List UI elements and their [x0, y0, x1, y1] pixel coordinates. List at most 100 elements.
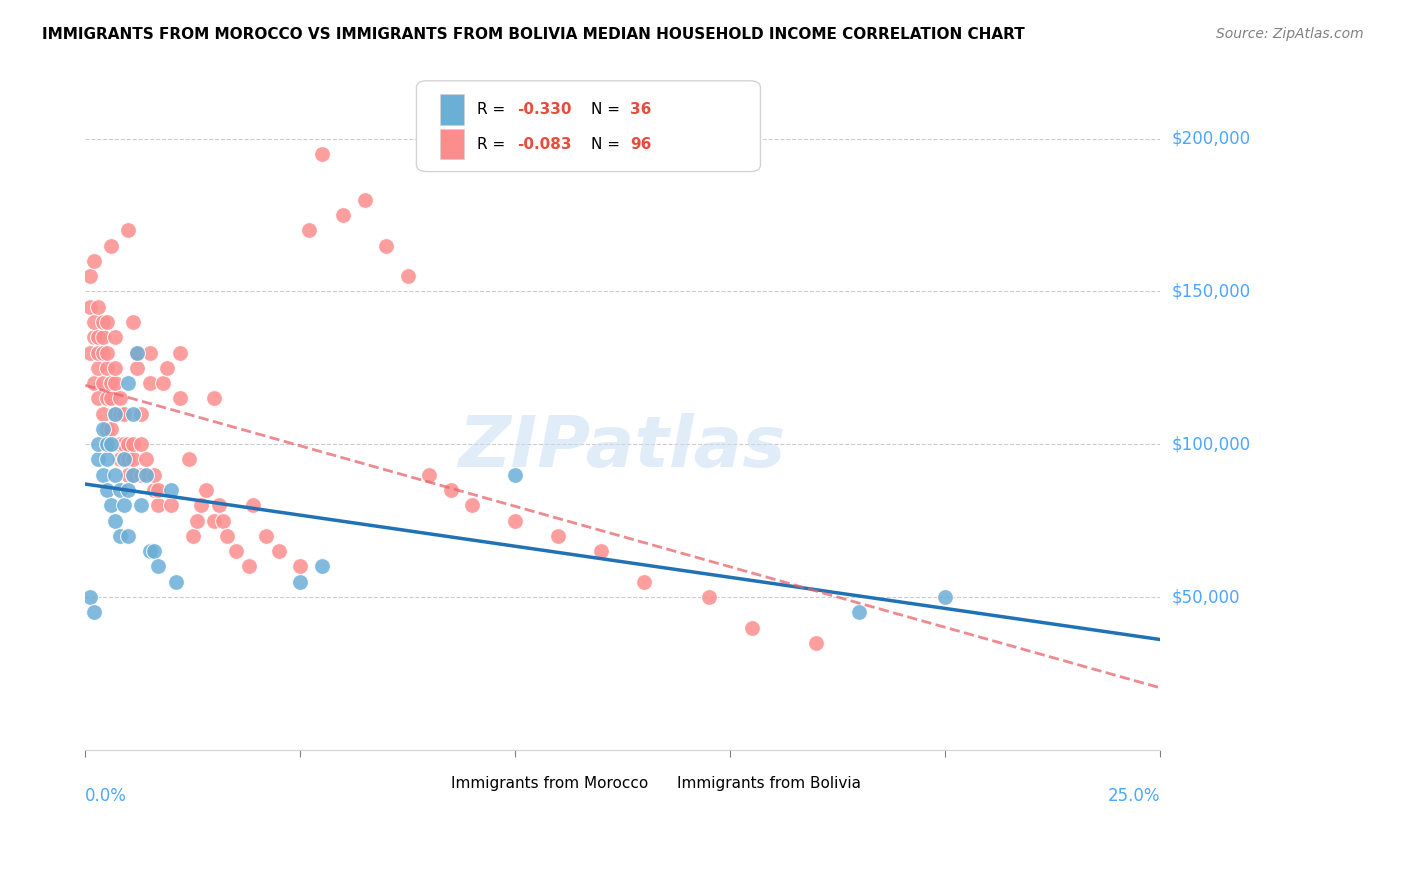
Point — [148, 483, 170, 497]
Point — [202, 514, 225, 528]
Point — [117, 376, 139, 390]
Text: $100,000: $100,000 — [1171, 435, 1250, 453]
Point — [332, 208, 354, 222]
Text: 25.0%: 25.0% — [1108, 787, 1160, 805]
Point — [505, 467, 527, 482]
Point — [225, 544, 247, 558]
Point — [129, 467, 152, 482]
Point — [129, 407, 152, 421]
Point — [125, 345, 148, 359]
Point — [100, 422, 122, 436]
Text: Immigrants from Morocco: Immigrants from Morocco — [451, 776, 648, 791]
Point — [547, 529, 569, 543]
Point — [87, 392, 110, 406]
Point — [104, 360, 127, 375]
Point — [848, 605, 870, 619]
Point — [353, 193, 375, 207]
Point — [156, 360, 179, 375]
Text: ZIPatlas: ZIPatlas — [460, 413, 786, 482]
Point — [96, 360, 118, 375]
Text: N =: N = — [591, 102, 624, 117]
Point — [186, 514, 208, 528]
Point — [91, 407, 114, 421]
Point — [121, 467, 143, 482]
Point — [96, 483, 118, 497]
Point — [165, 574, 187, 589]
Point — [741, 621, 763, 635]
Point — [117, 529, 139, 543]
Point — [83, 253, 105, 268]
Point — [298, 223, 321, 237]
Point — [104, 514, 127, 528]
Point — [79, 300, 101, 314]
Point — [91, 467, 114, 482]
Point — [934, 590, 956, 604]
Point — [100, 499, 122, 513]
Point — [91, 345, 114, 359]
Point — [79, 590, 101, 604]
Point — [112, 499, 135, 513]
Point — [152, 376, 174, 390]
Point — [83, 330, 105, 344]
Point — [100, 376, 122, 390]
Point — [440, 483, 463, 497]
Point — [375, 238, 398, 252]
Point — [121, 315, 143, 329]
Point — [505, 514, 527, 528]
Point — [238, 559, 260, 574]
Point — [160, 499, 183, 513]
Point — [96, 422, 118, 436]
Bar — [425, 773, 446, 794]
Point — [79, 345, 101, 359]
Point — [143, 467, 166, 482]
Text: Immigrants from Bolivia: Immigrants from Bolivia — [676, 776, 860, 791]
Bar — [440, 95, 464, 125]
Point — [242, 499, 264, 513]
Point — [169, 392, 191, 406]
Point — [100, 437, 122, 451]
Text: $50,000: $50,000 — [1171, 588, 1240, 606]
Point — [96, 437, 118, 451]
Point — [83, 315, 105, 329]
Point — [212, 514, 235, 528]
Text: R =: R = — [477, 102, 510, 117]
Point — [121, 407, 143, 421]
Point — [91, 315, 114, 329]
Point — [121, 437, 143, 451]
Point — [87, 330, 110, 344]
Point — [202, 392, 225, 406]
Point — [104, 407, 127, 421]
Point — [194, 483, 217, 497]
Point — [207, 499, 229, 513]
Point — [125, 360, 148, 375]
Point — [177, 452, 200, 467]
Point — [160, 483, 183, 497]
Point — [148, 559, 170, 574]
Point — [108, 407, 131, 421]
Point — [139, 345, 162, 359]
Point — [91, 376, 114, 390]
Point — [129, 437, 152, 451]
Point — [181, 529, 204, 543]
Point — [96, 315, 118, 329]
Point — [117, 437, 139, 451]
Point — [104, 437, 127, 451]
Text: -0.330: -0.330 — [517, 102, 572, 117]
Point — [254, 529, 277, 543]
Point — [108, 483, 131, 497]
Point — [117, 452, 139, 467]
Point — [117, 483, 139, 497]
Point — [87, 437, 110, 451]
Point — [91, 330, 114, 344]
Point — [806, 636, 828, 650]
Point — [87, 360, 110, 375]
Point — [311, 146, 333, 161]
Point — [418, 467, 440, 482]
Point — [96, 345, 118, 359]
Point — [143, 544, 166, 558]
Point — [121, 452, 143, 467]
Point — [104, 376, 127, 390]
Point — [112, 452, 135, 467]
Point — [100, 238, 122, 252]
Point — [190, 499, 212, 513]
